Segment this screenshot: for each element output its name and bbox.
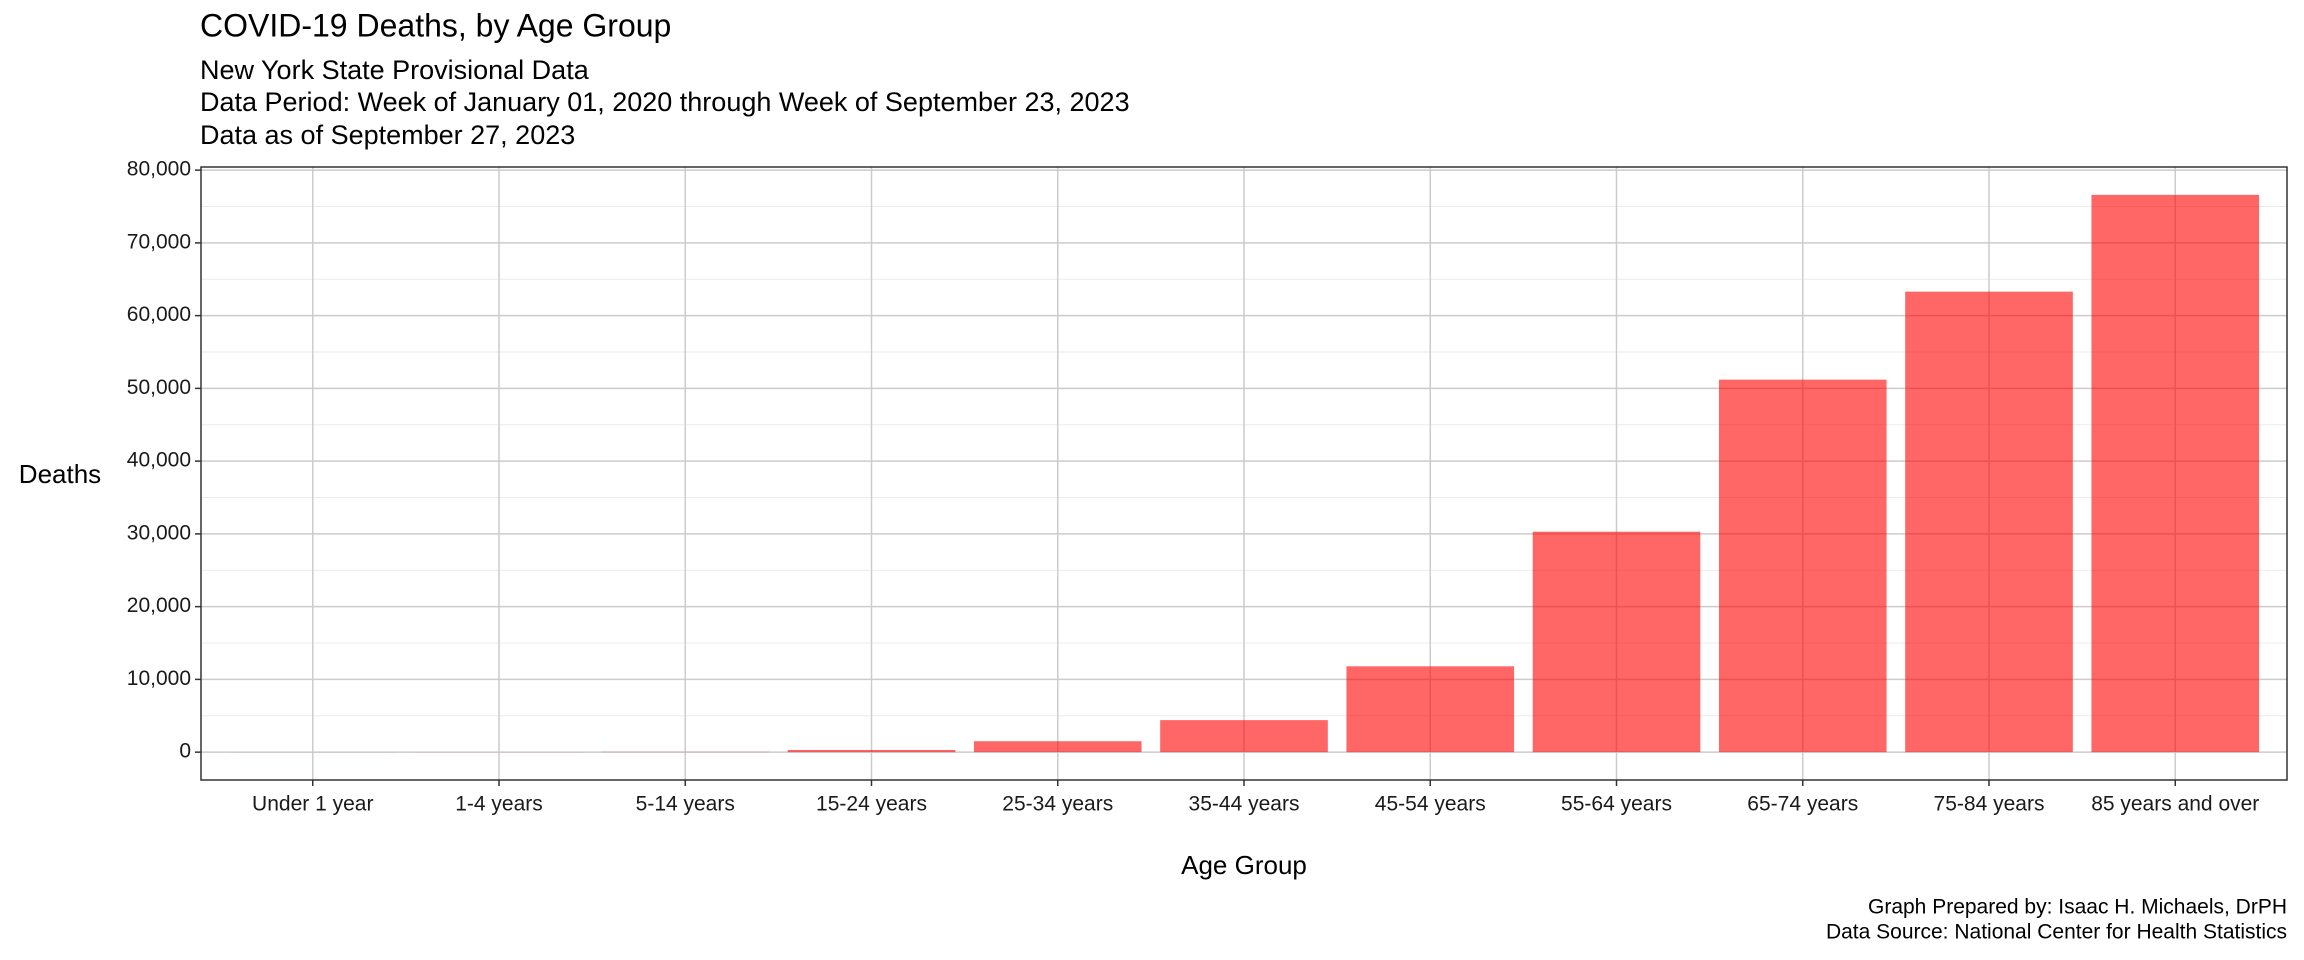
- bar: [787, 749, 956, 753]
- chart-subtitle: Data Period: Week of January 01, 2020 th…: [200, 87, 1130, 117]
- bar: [2091, 194, 2260, 753]
- y-tick-label: 50,000: [127, 376, 191, 399]
- bar: [1160, 720, 1328, 753]
- x-tick-label: 15-24 years: [816, 793, 927, 816]
- y-tick-label: 60,000: [127, 303, 191, 326]
- x-tick-label: 25-34 years: [1002, 793, 1113, 816]
- y-tick-label: 20,000: [127, 594, 191, 617]
- y-tick-label: 70,000: [127, 230, 191, 253]
- y-tick-label: 30,000: [127, 521, 191, 544]
- x-tick-label: 5-14 years: [636, 793, 735, 816]
- chart-title: COVID-19 Deaths, by Age Group: [200, 7, 671, 43]
- x-tick-label: 55-64 years: [1561, 793, 1672, 816]
- x-axis-title: Age Group: [1181, 850, 1307, 880]
- y-tick-label: 0: [179, 740, 191, 763]
- x-tick-label: 85 years and over: [2091, 793, 2259, 816]
- bar: [1905, 291, 2073, 753]
- caption: Graph Prepared by: Isaac H. Michaels, Dr…: [1868, 896, 2287, 919]
- y-tick-label: 40,000: [127, 449, 191, 472]
- x-tick-label: 75-84 years: [1934, 793, 2045, 816]
- plot-border: [200, 166, 2288, 781]
- chart-subtitle: New York State Provisional Data: [200, 55, 590, 85]
- x-tick-label: 45-54 years: [1375, 793, 1486, 816]
- caption: Data Source: National Center for Health …: [1826, 921, 2287, 944]
- x-tick-label: 35-44 years: [1189, 793, 1300, 816]
- bar: [1532, 531, 1701, 753]
- chart-subtitle: Data as of September 27, 2023: [200, 120, 575, 150]
- x-tick-label: 65-74 years: [1747, 793, 1858, 816]
- y-tick-label: 10,000: [127, 667, 191, 690]
- y-axis-title: Deaths: [19, 459, 101, 489]
- bar: [1346, 666, 1515, 753]
- bar: [973, 741, 1142, 753]
- y-tick-label: 80,000: [127, 158, 191, 181]
- bar: [1718, 379, 1887, 753]
- x-tick-label: Under 1 year: [252, 793, 373, 816]
- x-tick-label: 1-4 years: [455, 793, 543, 816]
